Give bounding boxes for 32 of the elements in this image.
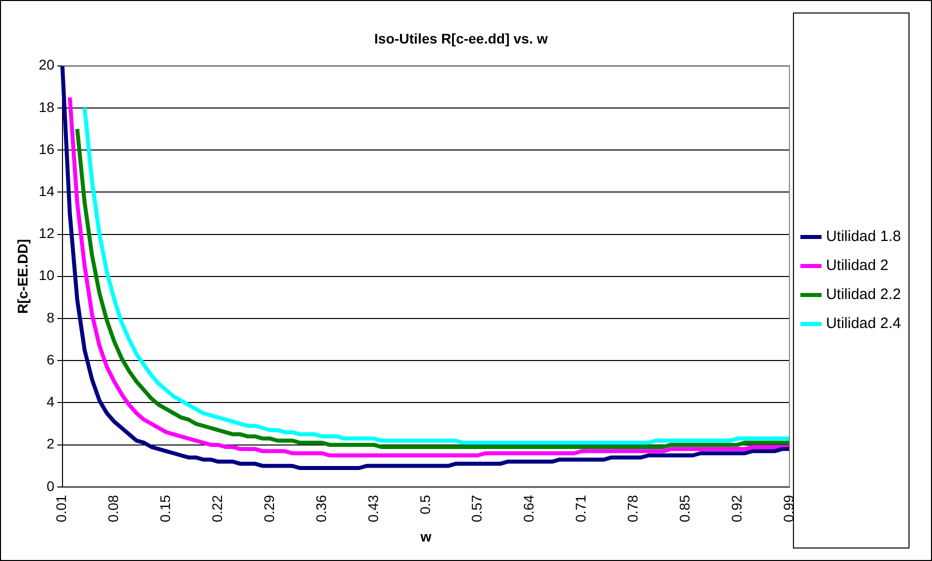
chart-title: Iso-Utiles R[c-ee.dd] vs. w bbox=[374, 30, 548, 46]
y-tick-label: 10 bbox=[38, 267, 55, 284]
x-tick-label: 0.71 bbox=[572, 494, 589, 522]
x-tick-label: 0.5 bbox=[416, 494, 433, 514]
y-tick-label: 8 bbox=[46, 309, 55, 326]
legend-label: Utilidad 2.2 bbox=[826, 286, 902, 304]
legend-label: Utilidad 2 bbox=[826, 257, 889, 274]
y-tick-label: 4 bbox=[46, 394, 55, 410]
y-tick-label: 20 bbox=[38, 56, 55, 73]
x-tick-label: 0.64 bbox=[520, 494, 537, 522]
x-tick-label: 0.36 bbox=[312, 494, 329, 522]
x-tick-label: 0.15 bbox=[157, 494, 174, 522]
x-tick-label: 0.01 bbox=[53, 494, 70, 522]
y-tick-label: 2 bbox=[46, 436, 55, 452]
legend-label: Utilidad 1.8 bbox=[826, 228, 902, 246]
y-tick-label: 18 bbox=[38, 98, 55, 115]
x-tick-label: 0.22 bbox=[209, 494, 226, 522]
x-tick-label: 0.29 bbox=[260, 494, 277, 522]
x-tick-label: 0.85 bbox=[676, 494, 692, 522]
y-tick-label: 0 bbox=[46, 478, 55, 494]
y-tick-label: 16 bbox=[38, 140, 55, 157]
x-tick-label: 0.08 bbox=[105, 494, 122, 522]
y-axis-title: R[c-EE.DD] bbox=[14, 239, 30, 314]
x-tick-label: 0.43 bbox=[364, 494, 381, 522]
x-tick-label: 0.57 bbox=[468, 494, 485, 522]
legend-label: Utilidad 2.4 bbox=[826, 315, 902, 332]
x-tick-label: 0.92 bbox=[728, 494, 744, 522]
y-tick-label: 12 bbox=[38, 225, 55, 242]
y-tick-label: 6 bbox=[46, 351, 55, 368]
x-tick-label: 0.78 bbox=[624, 494, 641, 522]
y-tick-label: 14 bbox=[38, 183, 55, 200]
x-axis-title: w bbox=[419, 528, 432, 544]
